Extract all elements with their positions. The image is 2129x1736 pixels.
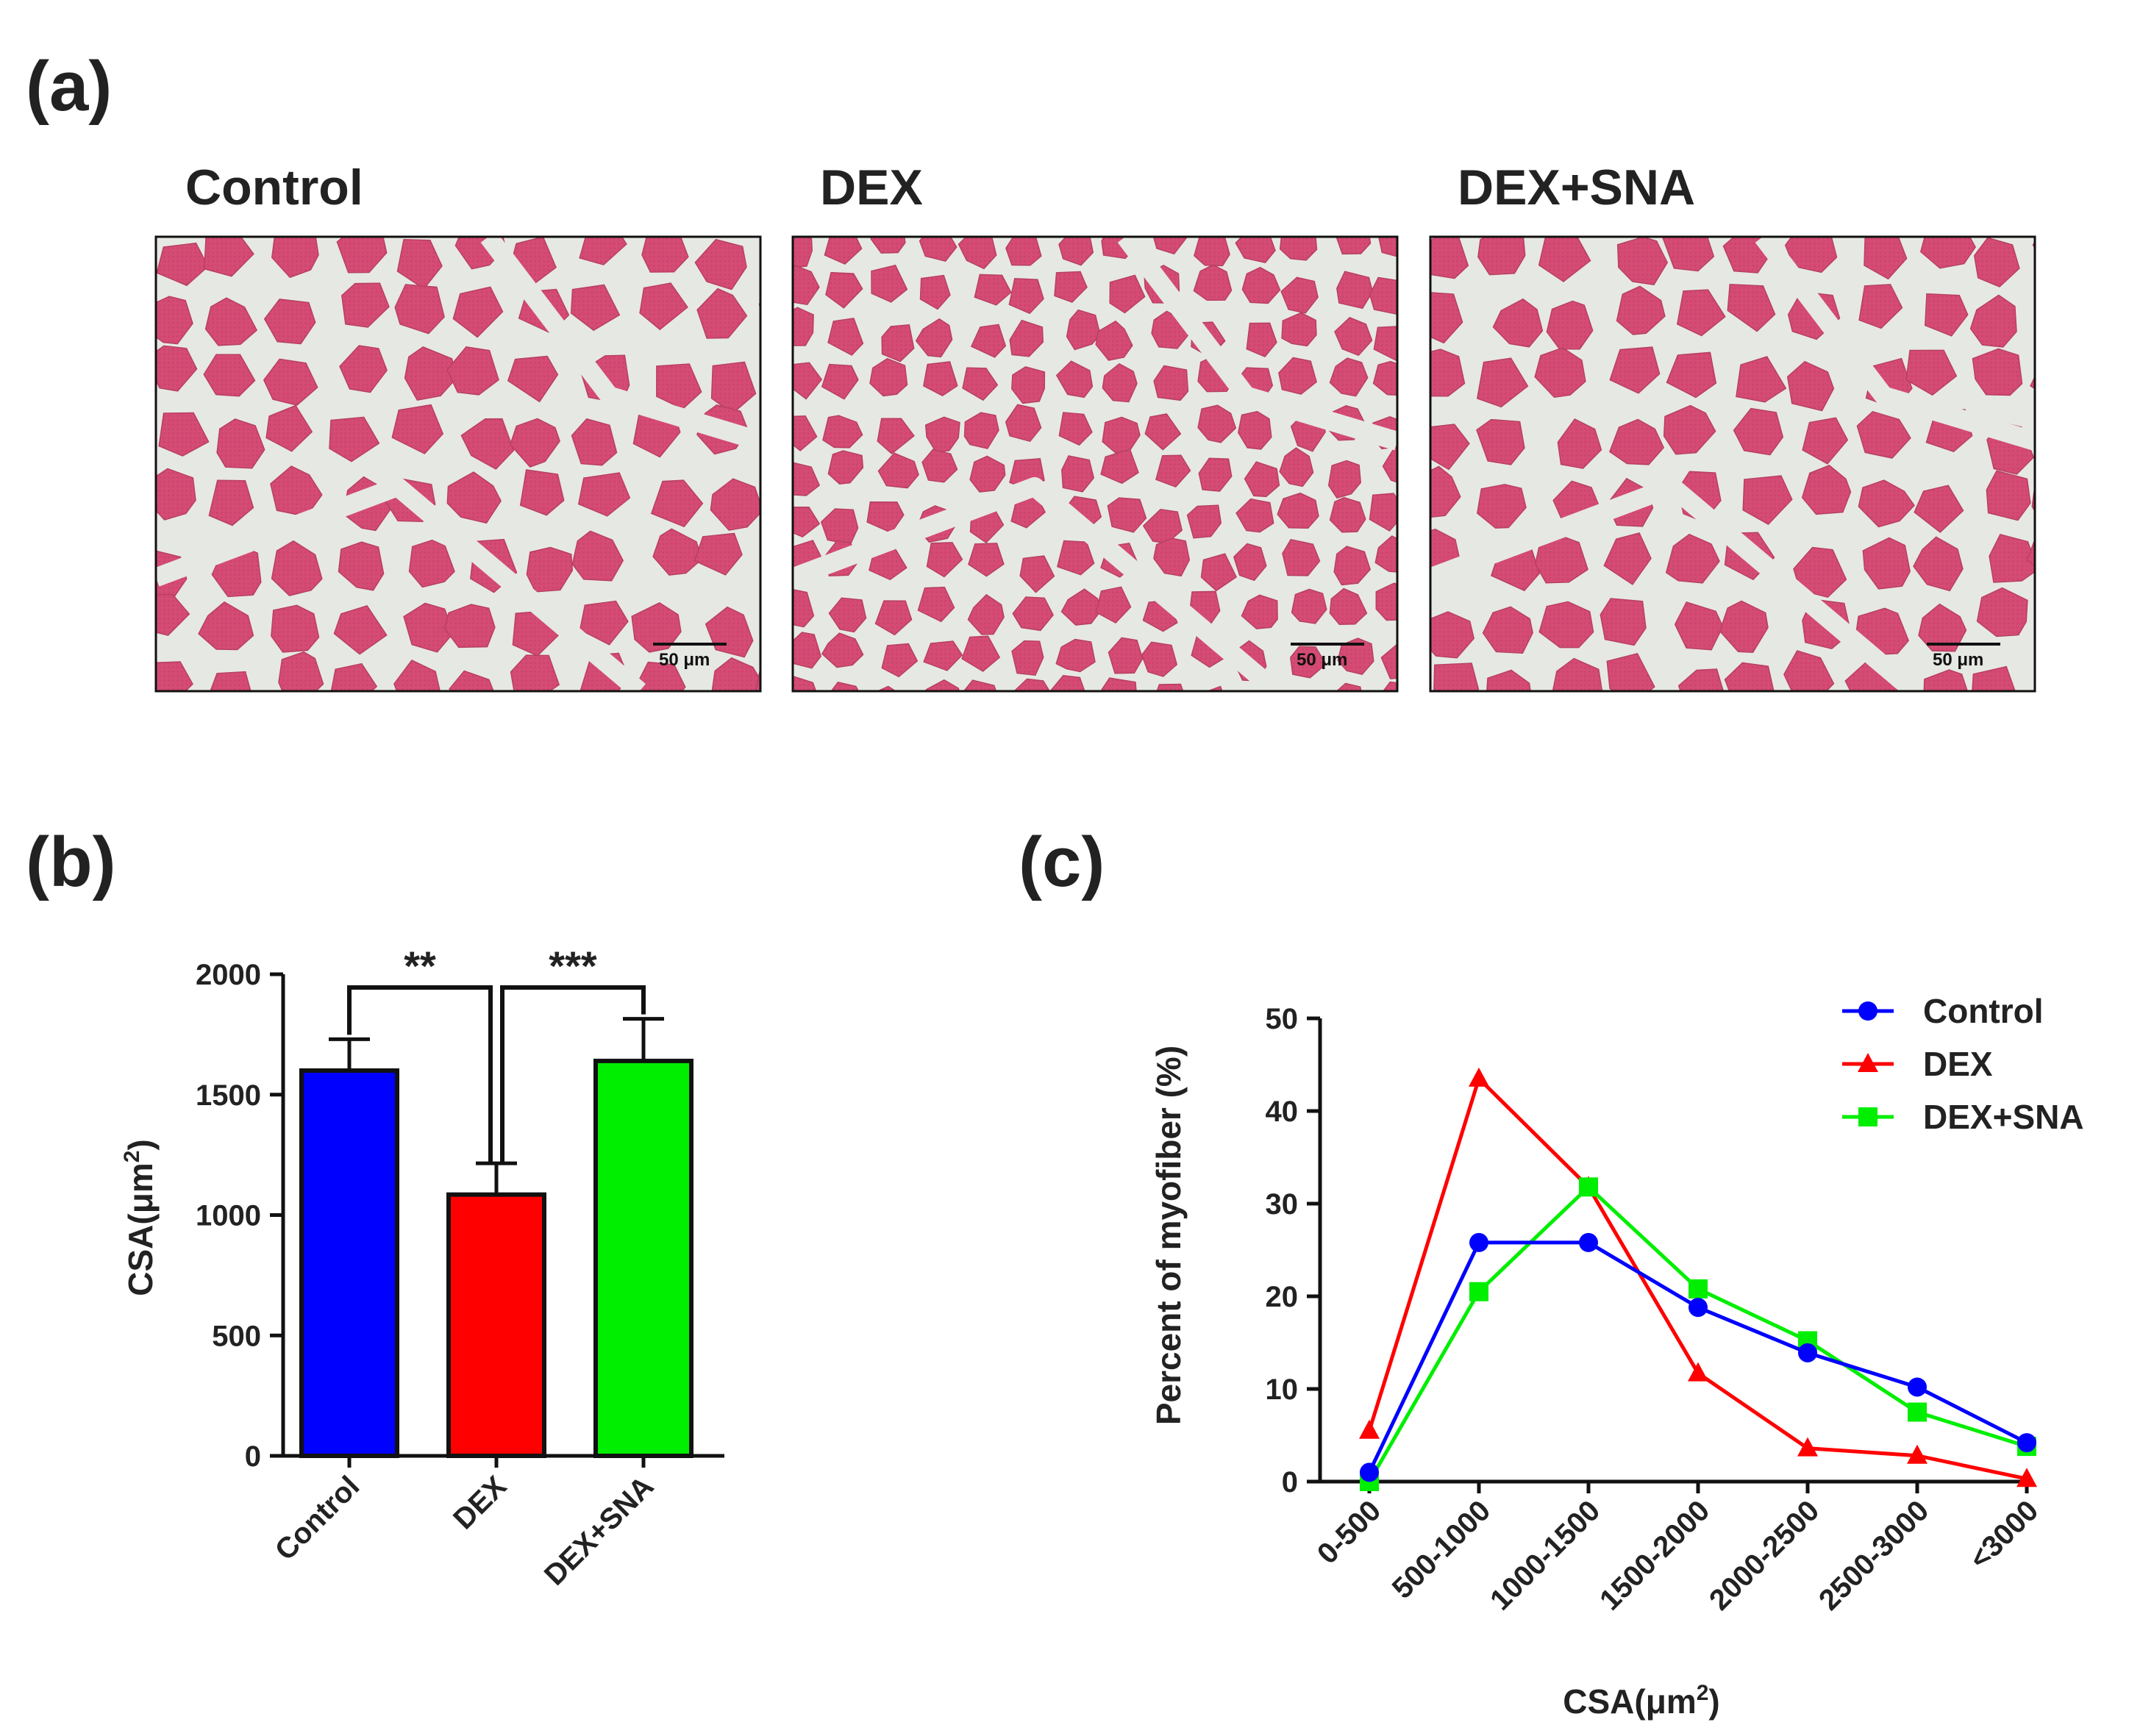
data-point xyxy=(1688,1298,1708,1318)
data-point xyxy=(1798,1343,1817,1362)
data-point xyxy=(1688,1279,1708,1299)
significance-label: *** xyxy=(549,943,597,989)
legend-label: DEX+SNA xyxy=(1923,1098,2084,1136)
legend: Control DEX DEX+SNA xyxy=(1842,992,2084,1136)
significance-label: ** xyxy=(404,943,436,989)
series-line xyxy=(1367,1075,2028,1481)
legend-marker xyxy=(1858,1053,1878,1072)
y-tick-label: 40 xyxy=(1266,1096,1299,1128)
y-tick-label: 30 xyxy=(1266,1188,1299,1221)
data-point xyxy=(1688,1362,1708,1382)
panel-label-c: (c) xyxy=(1019,823,1105,901)
data-point xyxy=(2017,1433,2036,1453)
micrograph-dex xyxy=(791,235,1399,693)
scale-bar-label: 50 μm xyxy=(1297,650,1347,670)
x-tick-label: 1500-2000 xyxy=(1594,1494,1716,1616)
scale-bar-dex-sna: 50 μm xyxy=(1927,643,2000,670)
scale-bar-label: 50 μm xyxy=(659,650,710,670)
data-point xyxy=(1579,1232,1598,1252)
data-point xyxy=(1360,1462,1379,1482)
y-tick-label: 1500 xyxy=(196,1079,261,1112)
data-point xyxy=(1907,1444,1927,1464)
y-tick-label: 500 xyxy=(212,1320,261,1352)
line-chart-distribution: Percent of myofiber (%) CSA(μm2) 0 10 20 30… xyxy=(1149,992,2084,1721)
data-point xyxy=(1908,1377,1927,1397)
data-point xyxy=(1579,1177,1598,1197)
scale-bar-dex: 50 μm xyxy=(1291,643,1364,670)
x-tick-label: 2500-3000 xyxy=(1813,1494,1935,1616)
y-tick-label: 0 xyxy=(245,1440,261,1473)
y-tick-label: 10 xyxy=(1266,1374,1299,1406)
bar-control xyxy=(299,1068,399,1458)
legend-marker xyxy=(1858,1107,1877,1126)
y-tick-label: 20 xyxy=(1266,1281,1299,1313)
bar-dex xyxy=(446,1192,546,1458)
data-point xyxy=(1469,1067,1489,1087)
data-point xyxy=(1469,1282,1488,1301)
x-tick-label: <3000 xyxy=(1964,1494,2045,1576)
scale-bar-label: 50 μm xyxy=(1933,650,1983,670)
y-tick-label: 2000 xyxy=(196,959,261,991)
data-point xyxy=(1908,1402,1927,1422)
x-axis-title: CSA(μm2) xyxy=(1563,1681,1720,1721)
series-dex-sna xyxy=(1360,1177,2036,1491)
bar-dex-sna xyxy=(593,1058,693,1458)
micrograph-title-dex: DEX xyxy=(820,160,923,215)
x-tick-label: 2000-2500 xyxy=(1703,1494,1825,1616)
y-axis-title: CSA(μm2) xyxy=(120,1139,160,1296)
data-point xyxy=(1359,1419,1380,1439)
micrograph-control xyxy=(154,235,762,693)
legend-label: DEX xyxy=(1923,1045,1993,1083)
micrograph-title-dex-sna: DEX+SNA xyxy=(1458,160,1695,215)
panel-label-b: (b) xyxy=(26,823,116,901)
legend-label: Control xyxy=(1923,992,2044,1030)
y-axis-title: Percent of myofiber (%) xyxy=(1149,1046,1188,1425)
data-point xyxy=(1797,1437,1818,1457)
scale-bar-control: 50 μm xyxy=(653,643,727,670)
x-tick-label: 1000-1500 xyxy=(1484,1494,1606,1616)
micrograph-dex-sna xyxy=(1429,235,2036,693)
significance-bracket xyxy=(347,985,493,1164)
data-point xyxy=(1469,1232,1488,1252)
x-tick-label: DEX+SNA xyxy=(538,1470,660,1592)
x-tick-label: Control xyxy=(269,1470,366,1567)
series-control xyxy=(1360,1232,2036,1482)
bar-chart-csa: CSA(μm2) 0 500 1000 1500 2000 Control DEX DEX+S… xyxy=(120,943,724,1592)
legend-marker xyxy=(1858,1001,1877,1021)
data-point xyxy=(2016,1468,2037,1487)
significance-bracket xyxy=(500,985,646,1164)
series-line xyxy=(1367,1240,2028,1474)
y-tick-label: 1000 xyxy=(196,1200,261,1232)
panel-label-a: (a) xyxy=(26,47,112,126)
x-tick-label: DEX xyxy=(447,1470,513,1535)
x-tick-label: 500-1000 xyxy=(1386,1494,1497,1605)
series-line xyxy=(1367,1184,2028,1483)
micrograph-title-control: Control xyxy=(185,160,363,215)
x-tick-label: 0-500 xyxy=(1311,1494,1387,1570)
y-tick-label: 50 xyxy=(1266,1003,1299,1035)
y-tick-label: 0 xyxy=(1282,1466,1298,1499)
